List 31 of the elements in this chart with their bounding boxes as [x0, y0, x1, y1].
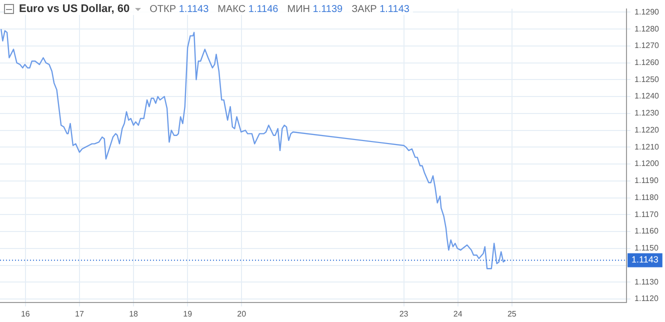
- y-tick-label: 1.1180: [634, 192, 659, 202]
- y-tick-label: 1.1150: [634, 244, 659, 253]
- y-tick-label: 1.1130: [634, 277, 659, 286]
- y-tick-label: 1.1290: [634, 7, 660, 16]
- y-tick-label: 1.1120: [634, 294, 659, 304]
- y-tick-label: 1.1200: [634, 159, 660, 168]
- y-tick-label: 1.1230: [634, 108, 660, 118]
- x-tick-label: 19: [183, 309, 193, 318]
- x-tick-label: 23: [399, 309, 409, 318]
- x-tick-label: 20: [237, 309, 247, 318]
- annotation: ОТКР 1.1143: [150, 4, 209, 14]
- x-tick-label: 18: [129, 309, 139, 318]
- y-tick-label: 1.1260: [634, 58, 660, 67]
- y-tick-label: 1.1210: [634, 142, 660, 152]
- x-tick-label: 24: [453, 309, 463, 318]
- annotation: МАКС 1.1146: [218, 4, 278, 14]
- y-tick-label: 1.1170: [634, 210, 659, 219]
- annotation: ЗАКР 1.1143: [352, 4, 410, 14]
- y-tick-label: 1.1280: [634, 24, 660, 34]
- annotation: МИН 1.1139: [287, 4, 343, 14]
- x-tick-label: 17: [75, 309, 84, 318]
- y-tick-label: 1.1240: [634, 92, 660, 101]
- y-tick-label: 1.1270: [634, 41, 660, 50]
- chart-title: Euro vs US Dollar, 60: [19, 3, 130, 15]
- y-tick-label: 1.1250: [634, 74, 660, 84]
- y-tick-label: 1.1190: [634, 176, 659, 186]
- y-tick-label: 1.1220: [634, 125, 660, 134]
- x-tick-label: 16: [20, 309, 30, 318]
- ref-line-label: 1.1143: [632, 254, 658, 265]
- y-tick-label: 1.1160: [634, 226, 659, 236]
- x-tick-label: 25: [507, 309, 517, 318]
